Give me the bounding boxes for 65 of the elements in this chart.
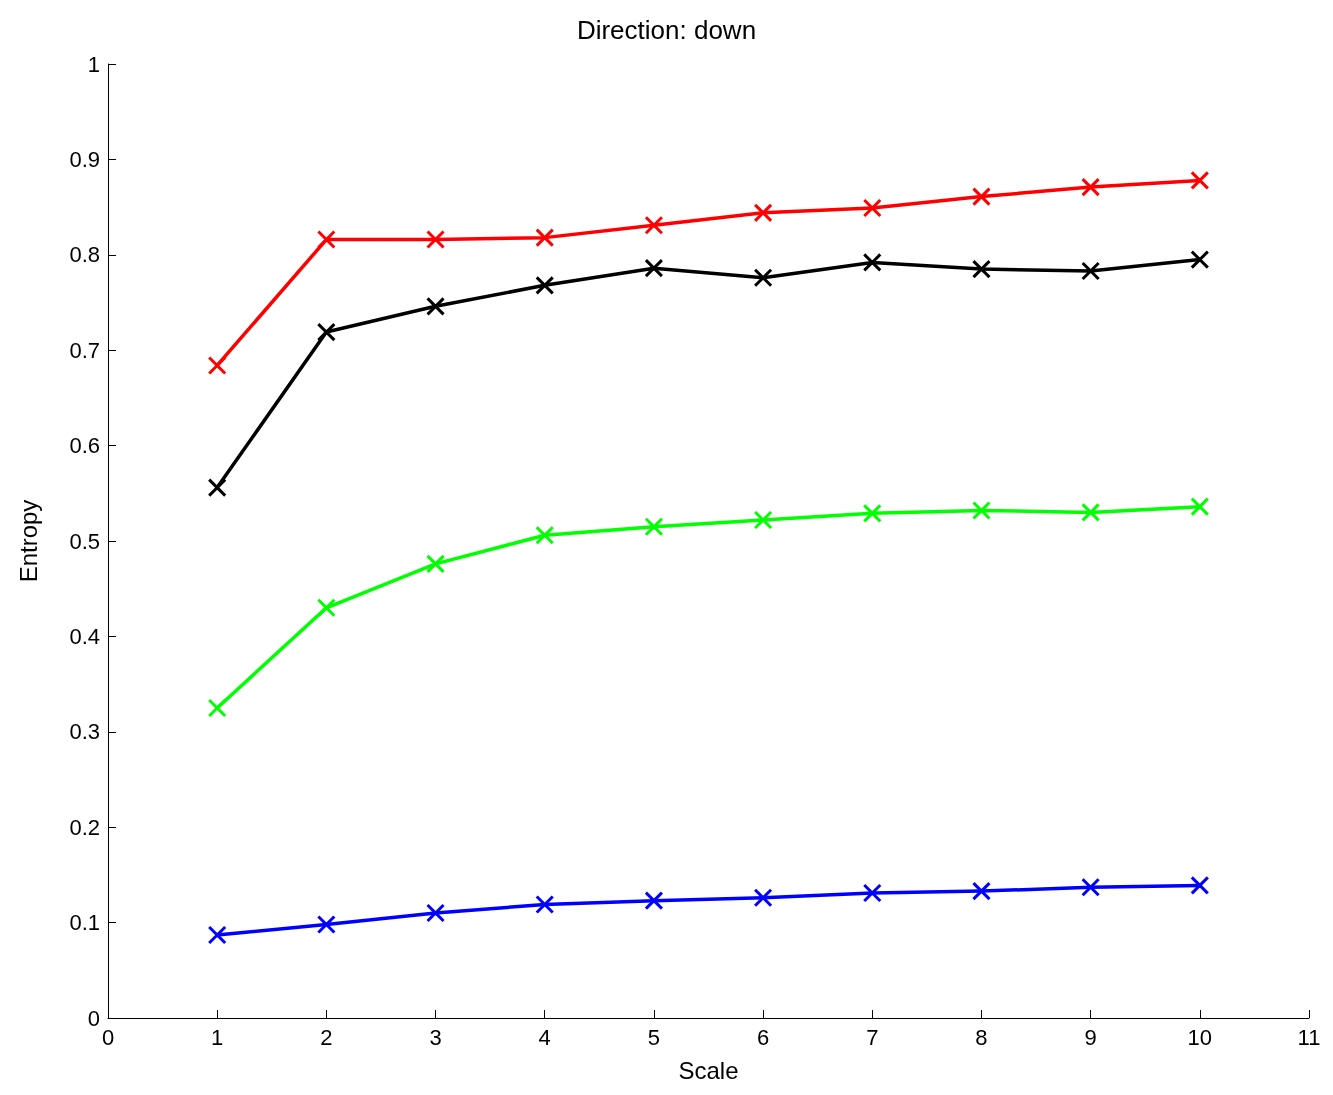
point [971, 500, 991, 520]
y-tick-label: 0.1 [69, 910, 100, 936]
point [1190, 250, 1210, 270]
point [316, 915, 336, 935]
point [426, 230, 446, 250]
point [644, 517, 664, 537]
y-tick-label: 0.4 [69, 623, 100, 649]
point [535, 275, 555, 295]
point [753, 888, 773, 908]
point [535, 228, 555, 248]
point [862, 198, 882, 218]
y-tick-label: 0.8 [69, 242, 100, 268]
x-tick-label: 11 [1297, 1024, 1321, 1050]
y-tick-label: 1 [87, 51, 100, 77]
point [535, 525, 555, 545]
x-tick-label: 7 [866, 1024, 879, 1050]
x-tick-label: 9 [1084, 1024, 1097, 1050]
point [316, 230, 336, 250]
point [753, 268, 773, 288]
point [862, 252, 882, 272]
point [1081, 177, 1101, 197]
point [971, 881, 991, 901]
y-tick-label: 0 [87, 1005, 100, 1031]
y-tick-label: 0.5 [69, 528, 100, 554]
point [535, 894, 555, 914]
point [1190, 170, 1210, 190]
x-tick-label: 1 [211, 1024, 224, 1050]
point [644, 215, 664, 235]
point [753, 510, 773, 530]
x-tick-label: 8 [975, 1024, 988, 1050]
x-tick-label: 6 [756, 1024, 770, 1050]
chart-title: Direction: down [576, 15, 757, 45]
point [207, 355, 227, 375]
y-tick-label: 0.6 [69, 433, 100, 459]
y-axis-title: Entropy [14, 499, 42, 583]
point [1190, 875, 1210, 895]
point [971, 187, 991, 207]
point [1081, 261, 1101, 281]
point [644, 891, 664, 911]
point [1190, 497, 1210, 517]
point [426, 296, 446, 316]
point [316, 322, 336, 342]
point [644, 258, 664, 278]
point [207, 925, 227, 945]
point [426, 554, 446, 574]
point [753, 203, 773, 223]
x-tick-label: 4 [538, 1024, 551, 1050]
x-axis-title: Scale [678, 1056, 739, 1084]
x-tick-label: 5 [647, 1024, 661, 1050]
point [862, 503, 882, 523]
point [862, 883, 882, 903]
y-tick-label: 0.9 [69, 146, 100, 172]
y-tick-label: 0.7 [69, 337, 100, 363]
x-tick-label: 2 [320, 1024, 333, 1050]
x-tick-label: 3 [429, 1024, 442, 1050]
x-tick-label: 10 [1187, 1024, 1213, 1050]
point [426, 903, 446, 923]
point [1081, 502, 1101, 522]
point [316, 598, 336, 618]
point [1081, 877, 1101, 897]
y-tick-label: 0.2 [69, 814, 100, 840]
point [207, 478, 227, 498]
y-tick-label: 0.3 [69, 719, 100, 745]
point [207, 698, 227, 718]
point [971, 259, 991, 279]
